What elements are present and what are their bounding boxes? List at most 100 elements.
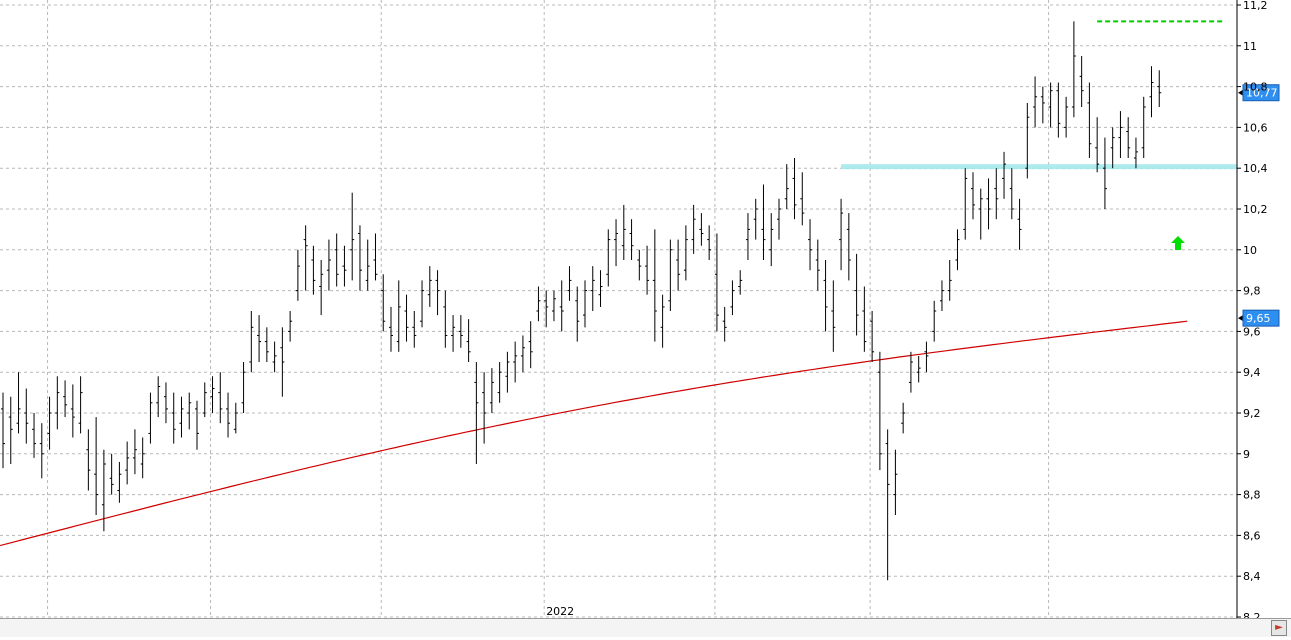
- ohlc-bar: [342, 245, 347, 287]
- ohlc-bar: [8, 396, 13, 464]
- ohlc-bar: [280, 327, 285, 397]
- y-tick-label: 9,2: [1243, 407, 1261, 420]
- y-tick-label: 11: [1243, 40, 1257, 53]
- ohlc-bar: [1033, 76, 1038, 128]
- ohlc-bar: [567, 266, 572, 301]
- ohlc-bar: [295, 249, 300, 301]
- ohlc-bar: [986, 178, 991, 230]
- ohlc-bar: [458, 315, 463, 348]
- ohlc-bar: [598, 270, 603, 307]
- ohlc-bar: [179, 396, 184, 438]
- ohlc-bar: [187, 392, 192, 430]
- ohlc-bar: [505, 351, 510, 393]
- ohlc-bar: [839, 198, 844, 271]
- ohlc-bar: [1064, 96, 1069, 138]
- ohlc-bar: [955, 229, 960, 271]
- ohlc-bar: [947, 260, 952, 301]
- ohlc-bar: [396, 280, 401, 352]
- ohlc-bar: [272, 341, 277, 373]
- ohlc-bar: [528, 321, 533, 369]
- ohlc-bar: [288, 311, 293, 342]
- ohlc-bar: [249, 311, 254, 373]
- ohlc-bar: [39, 423, 44, 479]
- ohlc-bar: [357, 225, 362, 291]
- ohlc-bar: [621, 204, 626, 260]
- ohlc-bar: [714, 233, 719, 332]
- ohlc-bar: [365, 239, 370, 291]
- ohlc-bar: [148, 392, 153, 444]
- ohlc-bar: [885, 429, 890, 581]
- ohlc-bar: [1040, 86, 1045, 124]
- ohlc-bar: [1056, 82, 1061, 138]
- y-tick-label: 11,2: [1243, 0, 1268, 12]
- y-tick-label: 8,4: [1243, 570, 1261, 583]
- ohlc-bar: [846, 213, 851, 281]
- ohlc-bar: [163, 382, 168, 424]
- ohlc-bar: [978, 188, 983, 240]
- ohlc-bar: [831, 280, 836, 352]
- ohlc-bar: [683, 225, 688, 281]
- ohlc-bar: [443, 290, 448, 348]
- ohlc-bar: [94, 417, 99, 515]
- price-bars-layer: [1, 21, 1162, 581]
- last-price-label-box: [1242, 84, 1280, 102]
- ohlc-bar: [544, 290, 549, 328]
- ohlc-bar: [303, 225, 308, 291]
- ohlc-bar: [645, 245, 650, 295]
- y-tick-label: 10: [1243, 244, 1257, 257]
- ohlc-bar: [389, 306, 393, 352]
- ohlc-bar: [901, 402, 906, 434]
- up-arrow-icon: [1171, 236, 1185, 250]
- ohlc-bar: [1149, 66, 1154, 118]
- ohlc-bar: [877, 351, 882, 471]
- ohlc-bar: [753, 198, 758, 240]
- ohlc-bar: [466, 319, 471, 362]
- ohlc-bar: [435, 270, 440, 316]
- last-price-label: 10,77: [1246, 87, 1278, 100]
- ohlc-bar: [916, 355, 921, 383]
- ohlc-bar: [1017, 198, 1022, 250]
- ohlc-bar: [1095, 117, 1100, 173]
- ohlc-bar: [862, 286, 867, 352]
- support-band: [841, 164, 1237, 170]
- ohlc-bar: [140, 437, 145, 479]
- ohlc-bar: [668, 239, 673, 311]
- ohlc-bar: [427, 266, 432, 307]
- ohlc-bar: [590, 266, 595, 311]
- ohlc-bar: [606, 229, 611, 287]
- ohlc-bar: [264, 327, 269, 362]
- ohlc-bar: [707, 225, 712, 260]
- ohlc-bar: [86, 429, 91, 491]
- ohlc-bar: [536, 286, 541, 322]
- ohlc-bar: [132, 429, 137, 475]
- ohlc-bar: [823, 260, 828, 332]
- ohlc-bar: [660, 294, 665, 348]
- time-axis-bar: [0, 618, 1291, 637]
- ohlc-bar: [629, 219, 634, 260]
- y-tick-label: 8,8: [1243, 489, 1261, 502]
- ohlc-bar: [971, 172, 975, 220]
- ohlc-bar: [722, 306, 727, 342]
- ohlc-bar: [412, 311, 417, 348]
- ohlc-bar: [311, 245, 316, 295]
- ohlc-bar: [784, 164, 789, 209]
- ohlc-bar: [1, 392, 5, 469]
- ohlc-bar: [474, 362, 479, 464]
- ohlc-bar: [691, 204, 696, 254]
- ohlc-bar: [47, 396, 52, 450]
- ohlc-bar: [1079, 56, 1084, 107]
- y-tick-label: 10,2: [1243, 203, 1268, 216]
- chart-settings-icon[interactable]: ►: [1271, 620, 1287, 636]
- ohlc-bar: [117, 461, 122, 503]
- ohlc-bar: [32, 413, 37, 458]
- ohlc-bar: [24, 388, 29, 444]
- ohlc-bar: [730, 280, 735, 316]
- ohlc-bar: [218, 372, 223, 424]
- ohlc-bar: [125, 441, 130, 485]
- ohlc-bar: [202, 382, 207, 418]
- y-tick-label: 9,4: [1243, 366, 1261, 379]
- ohlc-bar: [1009, 168, 1014, 220]
- last-price-label-pointer: [1238, 89, 1243, 96]
- ohlc-bar: [513, 341, 518, 383]
